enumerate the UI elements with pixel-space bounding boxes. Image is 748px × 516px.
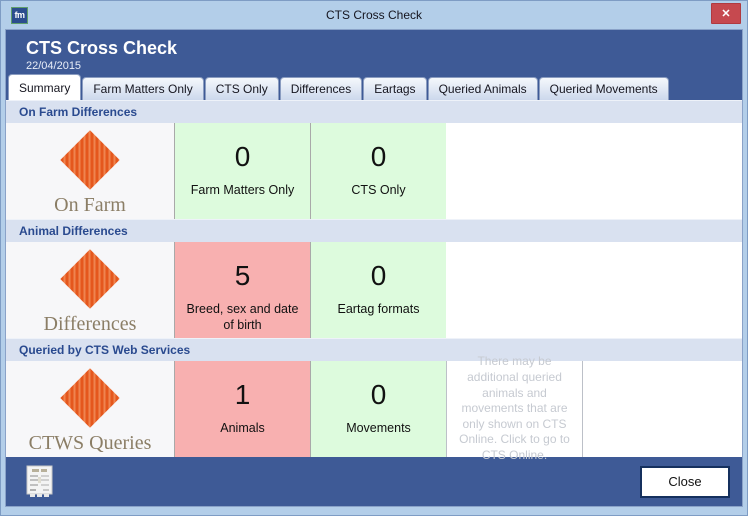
farm-matters-only-label: Farm Matters Only — [190, 183, 295, 197]
section-row-ctws-queries: CTWS Queries 1 Animals 0 Movements There… — [6, 354, 742, 462]
row-filler — [583, 361, 742, 457]
stat-farm-matters-only[interactable]: 0 Farm Matters Only — [174, 123, 310, 219]
close-button[interactable]: Close — [640, 465, 730, 498]
dialog-header: CTS Cross Check 22/04/2015 Summary Farm … — [6, 30, 742, 100]
tab-eartags[interactable]: Eartags — [363, 77, 427, 100]
bottom-bar: Close — [6, 457, 742, 506]
stat-queried-movements[interactable]: 0 Movements — [310, 361, 446, 457]
close-icon: ✕ — [721, 8, 731, 20]
page-title: CTS Cross Check — [26, 38, 178, 58]
on-farm-label-cell: On Farm — [6, 123, 174, 219]
ctws-queries-label: CTWS Queries — [28, 432, 152, 454]
bcms-diamond-icon — [60, 249, 120, 309]
window-title: CTS Cross Check — [325, 8, 423, 22]
queried-animals-count: 1 — [234, 379, 251, 410]
row-filler — [446, 242, 742, 338]
bcms-diamond-icon — [60, 368, 120, 428]
breed-sex-dob-label: Breed, sex and date of birth — [186, 302, 299, 332]
tab-bar: Summary Farm Matters Only CTS Only Diffe… — [8, 74, 742, 100]
report-icon[interactable] — [26, 465, 53, 498]
stat-eartag-formats[interactable]: 0 Eartag formats — [310, 242, 446, 338]
cts-online-note[interactable]: There may be additional queried animals … — [446, 354, 583, 462]
stat-breed-sex-dob[interactable]: 5 Breed, sex and date of birth — [174, 242, 310, 338]
ctws-queries-label-cell: CTWS Queries — [6, 361, 174, 457]
differences-label-cell: Differences — [6, 242, 174, 338]
on-farm-label: On Farm — [54, 194, 126, 216]
dialog-body: CTS Cross Check 22/04/2015 Summary Farm … — [5, 29, 743, 507]
section-row-differences: Differences 5 Breed, sex and date of bir… — [6, 242, 742, 338]
section-header-on-farm-differences: On Farm Differences — [6, 100, 742, 123]
stat-cts-only[interactable]: 0 CTS Only — [310, 123, 446, 219]
tab-cts-only[interactable]: CTS Only — [204, 77, 279, 100]
queried-animals-label: Animals — [220, 421, 265, 435]
tab-differences[interactable]: Differences — [279, 77, 363, 100]
titlebar: fm CTS Cross Check ✕ — [1, 1, 747, 29]
window-close-button[interactable]: ✕ — [711, 3, 741, 24]
farm-matters-only-count: 0 — [234, 141, 251, 172]
section-header-animal-differences: Animal Differences — [6, 219, 742, 242]
tab-queried-movements[interactable]: Queried Movements — [538, 77, 669, 100]
tab-summary[interactable]: Summary — [8, 74, 82, 100]
tab-farm-matters-only[interactable]: Farm Matters Only — [82, 77, 204, 100]
row-filler — [446, 123, 742, 219]
stat-queried-animals[interactable]: 1 Animals — [174, 361, 310, 457]
eartag-formats-label: Eartag formats — [337, 302, 420, 316]
section-row-on-farm: On Farm 0 Farm Matters Only 0 CTS Only — [6, 123, 742, 219]
breed-sex-dob-count: 5 — [234, 260, 251, 291]
tab-queried-animals[interactable]: Queried Animals — [427, 77, 538, 100]
cts-only-label: CTS Only — [351, 183, 406, 197]
queried-movements-count: 0 — [370, 379, 387, 410]
farm-matters-app-icon: fm — [11, 6, 28, 24]
bcms-diamond-icon — [60, 130, 120, 190]
report-date: 22/04/2015 — [26, 60, 82, 72]
cts-only-count: 0 — [370, 141, 387, 172]
section-header-ctws-queries: Queried by CTS Web Services — [6, 338, 742, 361]
differences-label: Differences — [43, 313, 137, 335]
eartag-formats-count: 0 — [370, 260, 387, 291]
queried-movements-label: Movements — [346, 421, 411, 435]
